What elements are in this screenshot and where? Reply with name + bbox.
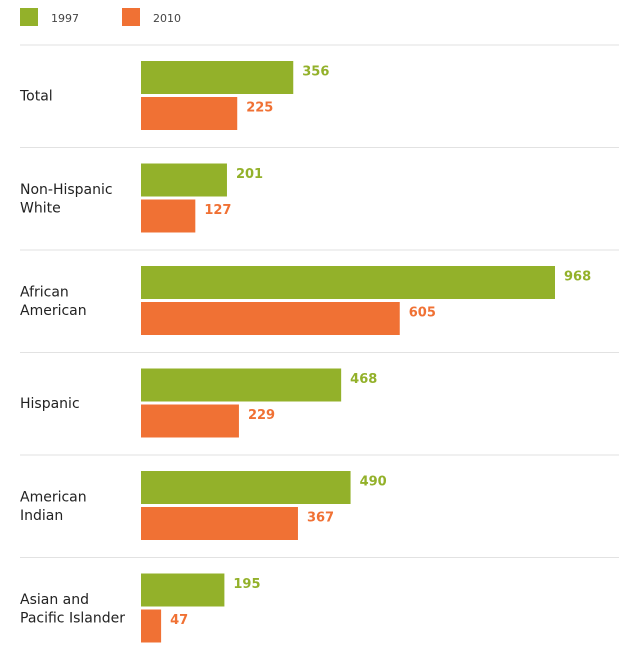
bar-1997 [141, 471, 351, 504]
category-label: African American [20, 284, 87, 319]
category-label-line: African [20, 284, 69, 300]
legend: 1997 2010 [20, 8, 181, 26]
value-label-2010: 225 [246, 101, 273, 116]
value-label-2010: 367 [307, 511, 334, 526]
category-label: Asian and Pacific Islander [20, 592, 125, 627]
category-label: American Indian [20, 489, 87, 524]
value-label-1997: 195 [233, 577, 260, 592]
bar-1997 [141, 266, 555, 299]
bar-1997 [141, 573, 225, 607]
category-label-line: American [20, 489, 87, 505]
category-label: Total [19, 89, 53, 105]
category-label: Non-Hispanic White [20, 182, 113, 217]
value-label-2010: 127 [204, 203, 231, 218]
legend-label-1997: 1997 [51, 12, 79, 25]
bar-2010 [141, 302, 400, 335]
bar-2010 [141, 97, 238, 130]
bar-1997 [141, 368, 342, 402]
value-label-2010: 605 [409, 306, 436, 321]
row-dividers [20, 44, 619, 558]
bar-2010 [141, 199, 196, 233]
value-label-1997: 468 [350, 372, 377, 387]
legend-swatch-2010 [122, 8, 140, 26]
category-label-line: Indian [20, 508, 63, 524]
legend-label-2010: 2010 [153, 12, 181, 25]
category-labels: Total Non-Hispanic White African American His… [19, 89, 125, 627]
value-label-1997: 490 [360, 475, 387, 490]
bar-1997 [141, 163, 227, 197]
bar-1997 [141, 61, 294, 94]
category-label: Hispanic [20, 396, 80, 412]
bar-2010 [141, 404, 239, 438]
value-label-1997: 356 [302, 65, 329, 80]
category-label-line: Total [19, 89, 53, 105]
bar-2010 [141, 609, 162, 643]
value-label-2010: 229 [248, 408, 275, 423]
value-label-1997: 968 [564, 270, 591, 285]
value-labels: 356 225 201 127 968 605 468 229 490 367 195 47 [170, 65, 591, 629]
category-label-line: Non-Hispanic [20, 182, 113, 198]
category-label-line: Asian and [20, 592, 89, 608]
category-label-line: Hispanic [20, 396, 80, 412]
category-label-line: Pacific Islander [20, 610, 125, 626]
value-label-1997: 201 [236, 167, 263, 182]
category-label-line: American [20, 303, 87, 319]
bar-2010 [141, 507, 298, 540]
bars [141, 61, 555, 643]
value-label-2010: 47 [170, 613, 188, 628]
category-label-line: White [20, 200, 61, 216]
legend-swatch-1997 [20, 8, 38, 26]
